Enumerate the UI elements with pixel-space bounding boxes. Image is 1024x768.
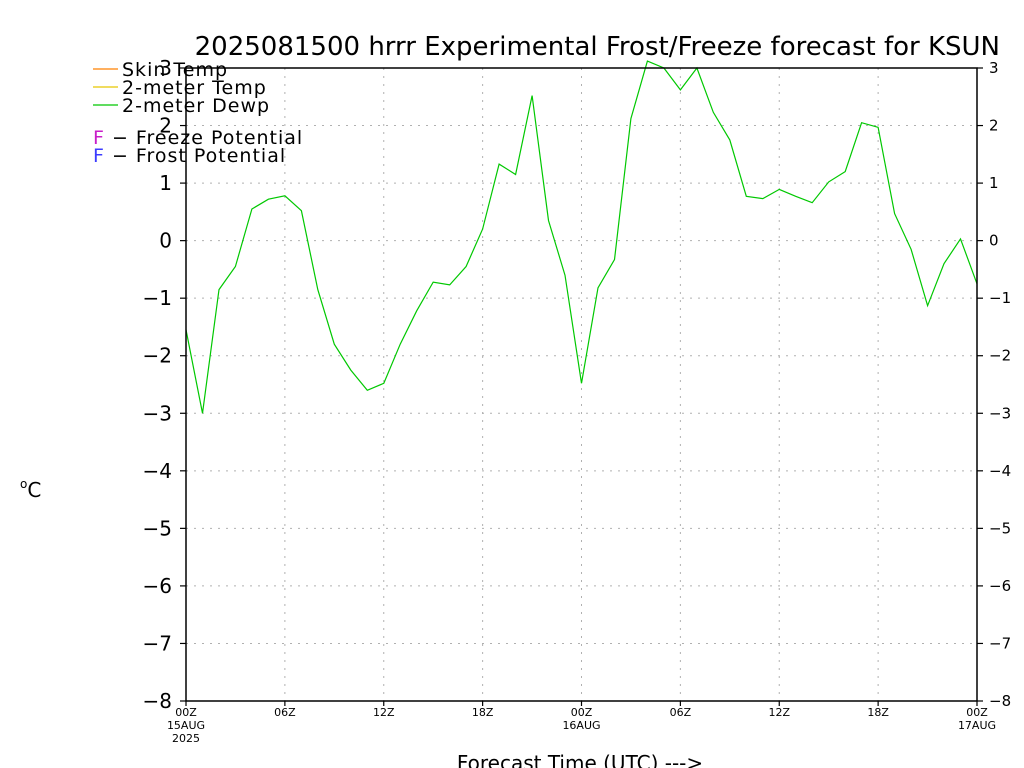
x-tick-year: 2025 (172, 732, 200, 745)
y-tick-label-right: −5 (989, 519, 1011, 537)
x-tick-label: 00Z (175, 706, 197, 719)
y-tick-label-left: −4 (143, 459, 172, 483)
legend-entry-label: 2-meter Temp (122, 77, 267, 99)
y-tick-label-left: 2 (159, 114, 172, 138)
legend-potential: F − Frost Potential (93, 145, 286, 167)
y-tick-label-right: 3 (989, 59, 999, 77)
y-tick-label-left: −3 (143, 401, 172, 425)
y-tick-label-left: −1 (143, 286, 172, 310)
y-tick-label-right: −4 (989, 462, 1011, 480)
y-axis-label-degree: o (20, 477, 27, 491)
x-tick-label: 18Z (472, 706, 494, 719)
x-axis-label: Forecast Time (UTC) ---> (457, 751, 703, 768)
y-axis-label-unit: C (27, 478, 41, 502)
y-tick-label-left: 3 (159, 56, 172, 80)
x-tick-label: 06Z (670, 706, 692, 719)
legend-entry-label: 2-meter Dewp (122, 95, 270, 117)
legend-potential-text: − Freeze Potential (105, 127, 303, 149)
series-group (185, 60, 978, 414)
y-tick-label-right: −1 (989, 289, 1011, 307)
chart-title: 2025081500 hrrr Experimental Frost/Freez… (195, 32, 1000, 62)
y-tick-label-right: 2 (989, 117, 999, 135)
y-tick-label-right: −3 (989, 404, 1011, 422)
y-axis: 3 3 2 2 1 1 0 0 −1 −1 −2 −2 −3 −3 −4 −4 −5 −5 −6 −6 −7 −7 −8 −8 (143, 56, 1012, 713)
y-tick-label-right: 1 (989, 174, 999, 192)
y-tick-label-left: −6 (143, 574, 172, 598)
x-tick-date: 16AUG (562, 719, 600, 732)
y-tick-label-right: −6 (989, 577, 1011, 595)
x-tick-label: 12Z (373, 706, 395, 719)
y-tick-label-right: −7 (989, 634, 1011, 652)
legend-potential-letter: F (93, 145, 105, 167)
legend-potential-letter: F (93, 127, 105, 149)
x-tick-label: 00Z (571, 706, 593, 719)
y-tick-label-left: −2 (143, 344, 172, 368)
x-tick-label: 06Z (274, 706, 296, 719)
y-tick-label-left: 0 (159, 229, 172, 253)
y-tick-label-left: 1 (159, 171, 172, 195)
series-line-dewpoint (185, 60, 978, 414)
x-tick-date: 17AUG (958, 719, 996, 732)
y-tick-label-left: −5 (143, 516, 172, 540)
legend-entry-label: Skin Temp (122, 59, 228, 81)
y-tick-label-left: −8 (143, 689, 172, 713)
y-tick-label-right: 0 (989, 232, 999, 250)
x-tick-label: 18Z (867, 706, 889, 719)
y-tick-label-right: −2 (989, 347, 1011, 365)
y-tick-label-right: −8 (989, 692, 1011, 710)
x-tick-date: 15AUG (167, 719, 205, 732)
y-axis-label: oC (20, 477, 41, 502)
legend-potential: F − Freeze Potential (93, 127, 303, 149)
y-tick-label-left: −7 (143, 631, 172, 655)
x-tick-label: 12Z (768, 706, 790, 719)
legend-potential-text: − Frost Potential (105, 145, 286, 167)
x-tick-label: 00Z (966, 706, 988, 719)
